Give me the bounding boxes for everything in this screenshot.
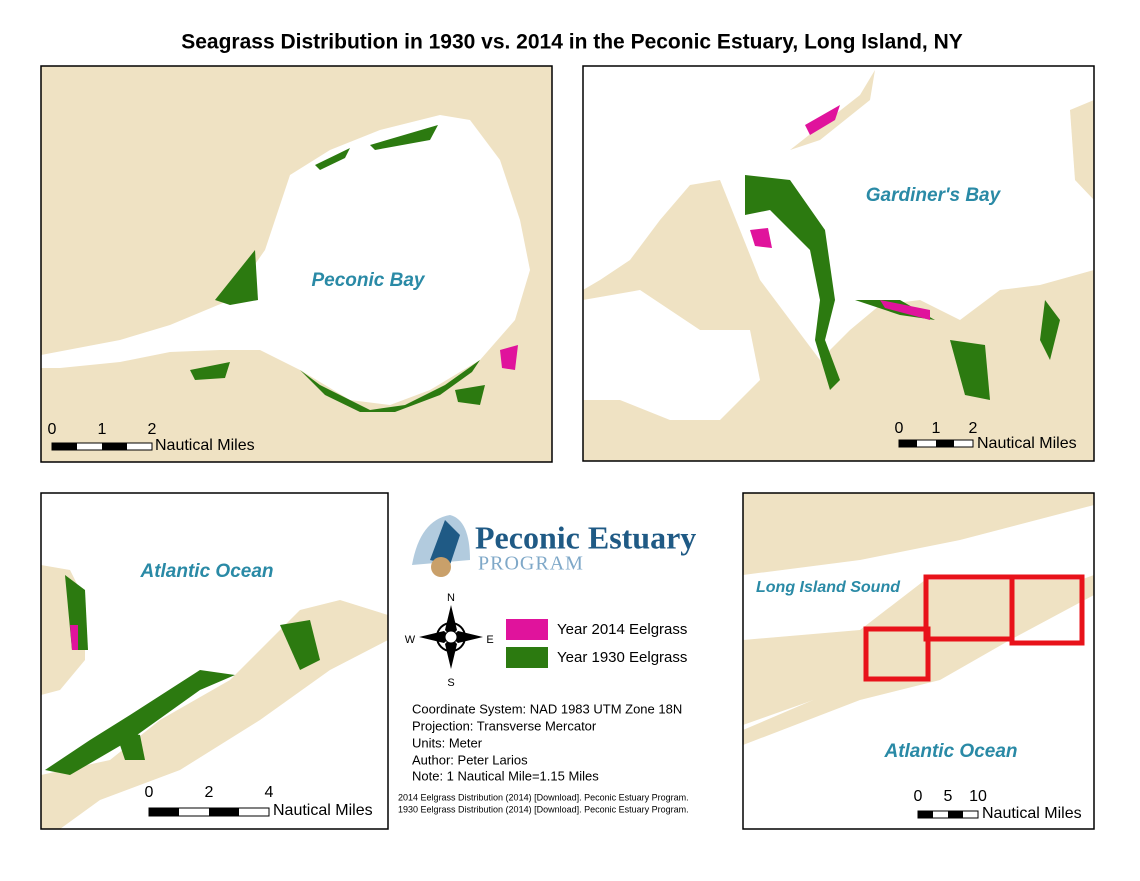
legend-label: Year 2014 Eelgrass [557,621,687,638]
compass-e: E [486,634,493,646]
logo: Peconic Estuary PROGRAM [412,515,696,577]
scale-unit: Nautical Miles [977,435,1077,452]
info-line: Projection: Transverse Mercator [412,718,597,733]
water [583,290,760,420]
scale-bar [148,807,270,817]
scale-tick: 0 [914,788,923,805]
scale-tick: 1 [932,420,941,437]
eelgrass-1930 [215,250,258,305]
eelgrass-1930 [115,730,145,760]
legend: Year 2014 Eelgrass Year 1930 Eelgrass [506,619,687,668]
scale-tick: 1 [98,421,107,438]
scale-tick: 2 [148,421,157,438]
water-label: Peconic Bay [312,270,426,291]
water [41,115,530,405]
extent-box [863,626,931,682]
scale-bar [51,442,153,451]
compass: N E S W [405,592,494,689]
water [583,66,1094,360]
compass-w: W [405,634,416,646]
land [41,600,388,829]
legend-swatch [506,619,548,640]
scale-tick: 5 [944,788,953,805]
panel-atlantic: Atlantic Ocean 0 2 4 Nautical Miles [40,492,389,830]
scale-tick: 0 [145,784,154,801]
scale-tick: 0 [48,421,57,438]
scale-bar [917,810,979,819]
eelgrass-2014 [805,105,840,135]
source-line: 1930 Eelgrass Distribution (2014) [Downl… [398,804,689,814]
extent-box [1009,574,1085,646]
info-line: Author: Peter Larios [412,752,528,767]
scale-tick: 2 [969,420,978,437]
logo-name: Peconic Estuary [475,519,696,555]
scale-tick: 4 [265,784,274,801]
legend-label: Year 1930 Eelgrass [557,649,687,666]
scale-tick: 2 [205,784,214,801]
scale-bar [898,439,974,448]
eelgrass-2014 [500,345,518,370]
frame [40,65,553,463]
eelgrass-1930 [455,385,485,405]
source-line: 2014 Eelgrass Distribution (2014) [Downl… [398,792,689,802]
panel-peconic-bay: Peconic Bay 0 1 2 Nautical Miles [40,65,553,463]
eelgrass-1930 [280,620,320,670]
eelgrass-2014 [70,625,78,650]
scale-unit: Nautical Miles [982,805,1082,822]
compass-s: S [447,677,454,689]
land [743,580,1080,725]
eelgrass-1930 [950,340,990,400]
water-label: Gardiner's Bay [866,185,1002,206]
water-label: Atlantic Ocean [883,741,1017,762]
eelgrass-1930 [1040,300,1060,360]
frame [582,65,1095,462]
scale-unit: Nautical Miles [155,437,255,454]
eelgrass-1930 [300,360,480,412]
water-label: Atlantic Ocean [139,561,273,582]
legend-swatch [506,647,548,668]
info-line: Coordinate System: NAD 1983 UTM Zone 18N [412,701,682,716]
scale-unit: Nautical Miles [273,802,373,819]
eelgrass-2014 [750,228,772,248]
eelgrass-1930 [315,148,350,170]
eelgrass-1930 [190,362,230,380]
eelgrass-1930 [370,125,438,150]
panel-overview: Long Island Sound Atlantic Ocean 0 5 10 … [742,492,1095,830]
compass-n: N [447,592,455,604]
info-line: Units: Meter [412,735,483,750]
panel-gardiners-bay: Gardiner's Bay 0 1 2 Nautical Miles [582,65,1095,462]
eelgrass-2014 [880,300,930,320]
land [743,493,1094,575]
logo-sub: PROGRAM [478,553,584,575]
info-line: Note: 1 Nautical Mile=1.15 Miles [412,768,599,783]
land [1070,100,1094,200]
info: Coordinate System: NAD 1983 UTM Zone 18N… [398,701,689,814]
eelgrass-1930 [45,670,235,775]
scale-tick: 0 [895,420,904,437]
water-label: Long Island Sound [756,579,901,596]
eelgrass-1930 [745,175,840,390]
title: Seagrass Distribution in 1930 vs. 2014 i… [181,31,963,54]
frame [742,492,1095,830]
scale-tick: 10 [969,788,987,805]
frame [40,492,389,830]
